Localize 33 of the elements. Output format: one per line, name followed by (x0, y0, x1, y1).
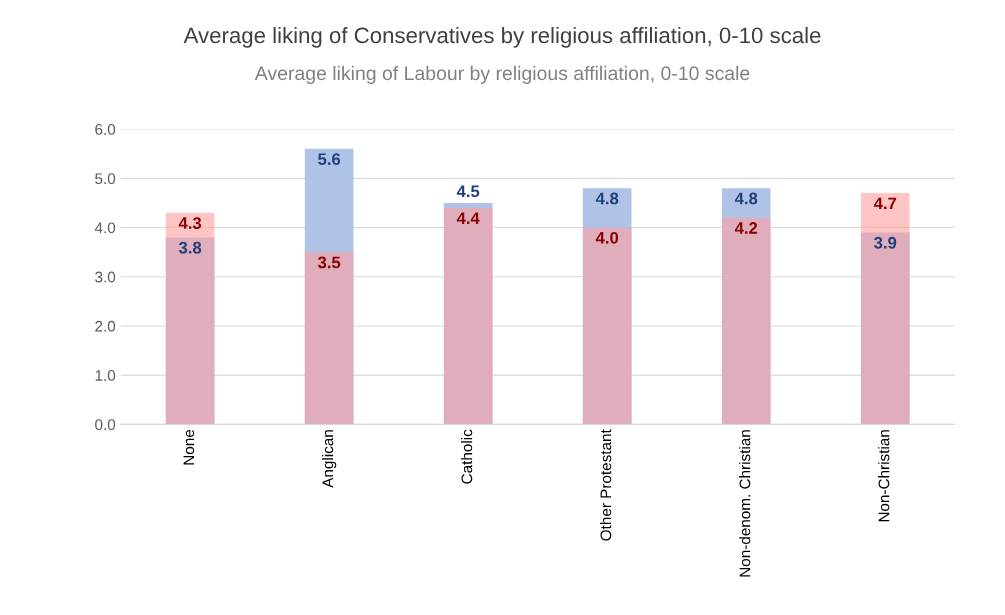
x-tick-label: Catholic (461, 429, 473, 484)
bar (304, 252, 354, 425)
x-tick-label: Other Protestant (600, 429, 612, 541)
data-label: 4.0 (595, 231, 619, 244)
y-tick-label: 4.0 (94, 222, 116, 234)
y-tick-label: 0.0 (95, 419, 116, 431)
data-label: 3.9 (874, 236, 897, 249)
bar (582, 227, 632, 425)
x-tick-label: Non-denom. Christian (739, 430, 751, 577)
data-label: 5.6 (318, 153, 341, 166)
data-label: 4.7 (873, 197, 897, 210)
data-label: 3.5 (317, 256, 341, 269)
x-tick-label: None (183, 429, 195, 465)
y-tick-label: 2.0 (95, 320, 116, 332)
y-tick-label: 5.0 (95, 173, 116, 185)
bar (582, 188, 632, 425)
bar (860, 193, 910, 425)
y-tick-label: 1.0 (95, 370, 116, 381)
data-label: 4.8 (734, 192, 758, 205)
bar (860, 232, 910, 425)
data-label: 3.8 (178, 241, 202, 254)
chart-title: Average liking of Conservatives by religious affiliation, 0-10 scale (183, 26, 821, 48)
data-label: 4.4 (456, 212, 480, 224)
x-tick-label: Anglican (322, 430, 337, 488)
data-label: 4.3 (178, 217, 202, 229)
bar (304, 148, 354, 425)
data-label: 4.8 (595, 192, 619, 205)
data-label: 4.5 (456, 185, 480, 198)
x-tick-label: Non-Christian (878, 430, 890, 522)
y-tick-label: 3.0 (95, 271, 116, 283)
y-tick-label: 6.0 (95, 124, 116, 135)
chart-subtitle: Average liking of Labour by religious affiliation, 0-10 scale (254, 65, 750, 84)
data-label: 4.2 (734, 222, 758, 234)
